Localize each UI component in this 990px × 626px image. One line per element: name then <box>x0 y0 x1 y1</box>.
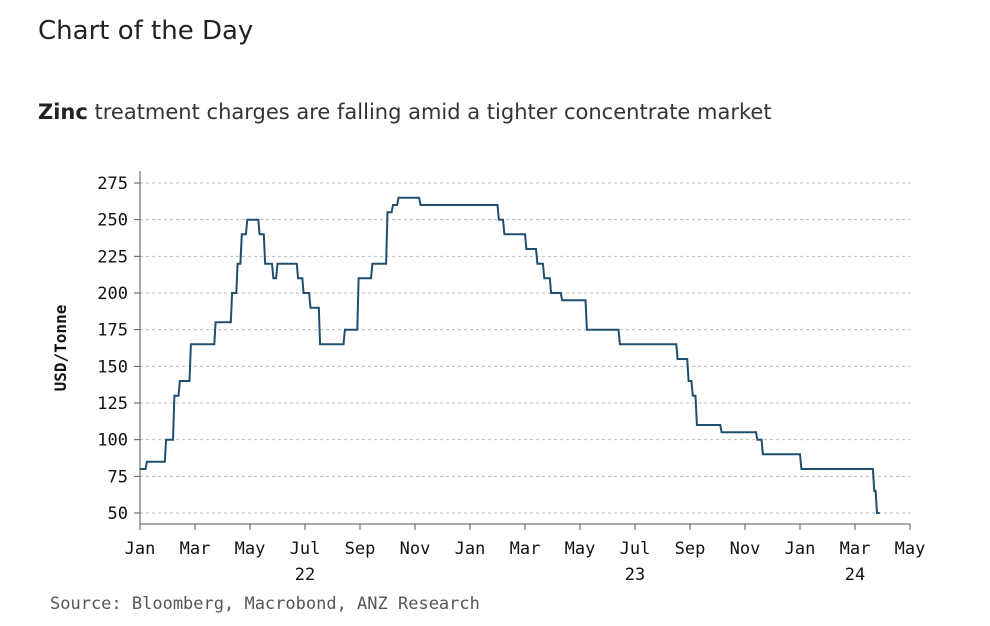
x-year-label-24: 24 <box>845 565 865 585</box>
subtitle-rest: treatment charges are falling amid a tig… <box>87 100 772 124</box>
y-tick-label-275: 275 <box>97 174 128 194</box>
x-tick-label-22: Nov <box>730 539 761 559</box>
y-tick-label-225: 225 <box>97 247 128 267</box>
grid-lines <box>140 182 910 514</box>
chart-subtitle: Zinc treatment charges are falling amid … <box>38 100 772 124</box>
series-line-zinc-tc <box>140 196 880 514</box>
x-tick-label-14: Mar <box>510 539 541 559</box>
x-tick-label-6: Jul <box>290 539 321 559</box>
x-tick-label-0: Jan <box>125 539 156 559</box>
y-tick-label-250: 250 <box>97 211 128 231</box>
x-tick-label-10: Nov <box>400 539 431 559</box>
x-tick-label-2: Mar <box>180 539 211 559</box>
x-year-label-23: 23 <box>625 565 645 585</box>
x-tick-label-28: May <box>895 539 926 559</box>
x-tick-label-18: Jul <box>620 539 651 559</box>
x-year-label-22: 22 <box>295 565 315 585</box>
x-axis-ticks: Jan Mar May Jul 22 Sep Nov Jan Mar May Jul 23 Sep Nov… <box>125 524 926 585</box>
x-tick-label-16: May <box>565 539 596 559</box>
x-tick-label-4: May <box>235 539 266 559</box>
y-tick-label-125: 125 <box>97 394 128 414</box>
chart-title: Chart of the Day <box>38 16 254 46</box>
x-tick-label-20: Sep <box>675 539 706 559</box>
y-tick-label-50: 50 <box>108 504 128 524</box>
x-tick-label-12: Jan <box>455 539 486 559</box>
subtitle-bold: Zinc <box>38 100 88 124</box>
x-tick-label-24: Jan <box>785 539 816 559</box>
y-tick-label-200: 200 <box>97 284 128 304</box>
line-chart: 50 75 100 125 150 175 200 225 250 275 Jan Mar May Ju… <box>51 171 926 585</box>
source-note: Source: Bloomberg, Macrobond, ANZ Resear… <box>50 594 480 614</box>
x-tick-label-26: Mar <box>840 539 871 559</box>
x-tick-label-8: Sep <box>345 539 376 559</box>
y-axis-ticks: 50 75 100 125 150 175 200 225 250 275 <box>97 174 140 524</box>
y-tick-label-75: 75 <box>108 467 128 487</box>
y-axis-label: USD/Tonne <box>51 305 70 392</box>
y-tick-label-150: 150 <box>97 357 128 377</box>
y-tick-label-100: 100 <box>97 431 128 451</box>
y-tick-label-175: 175 <box>97 321 128 341</box>
